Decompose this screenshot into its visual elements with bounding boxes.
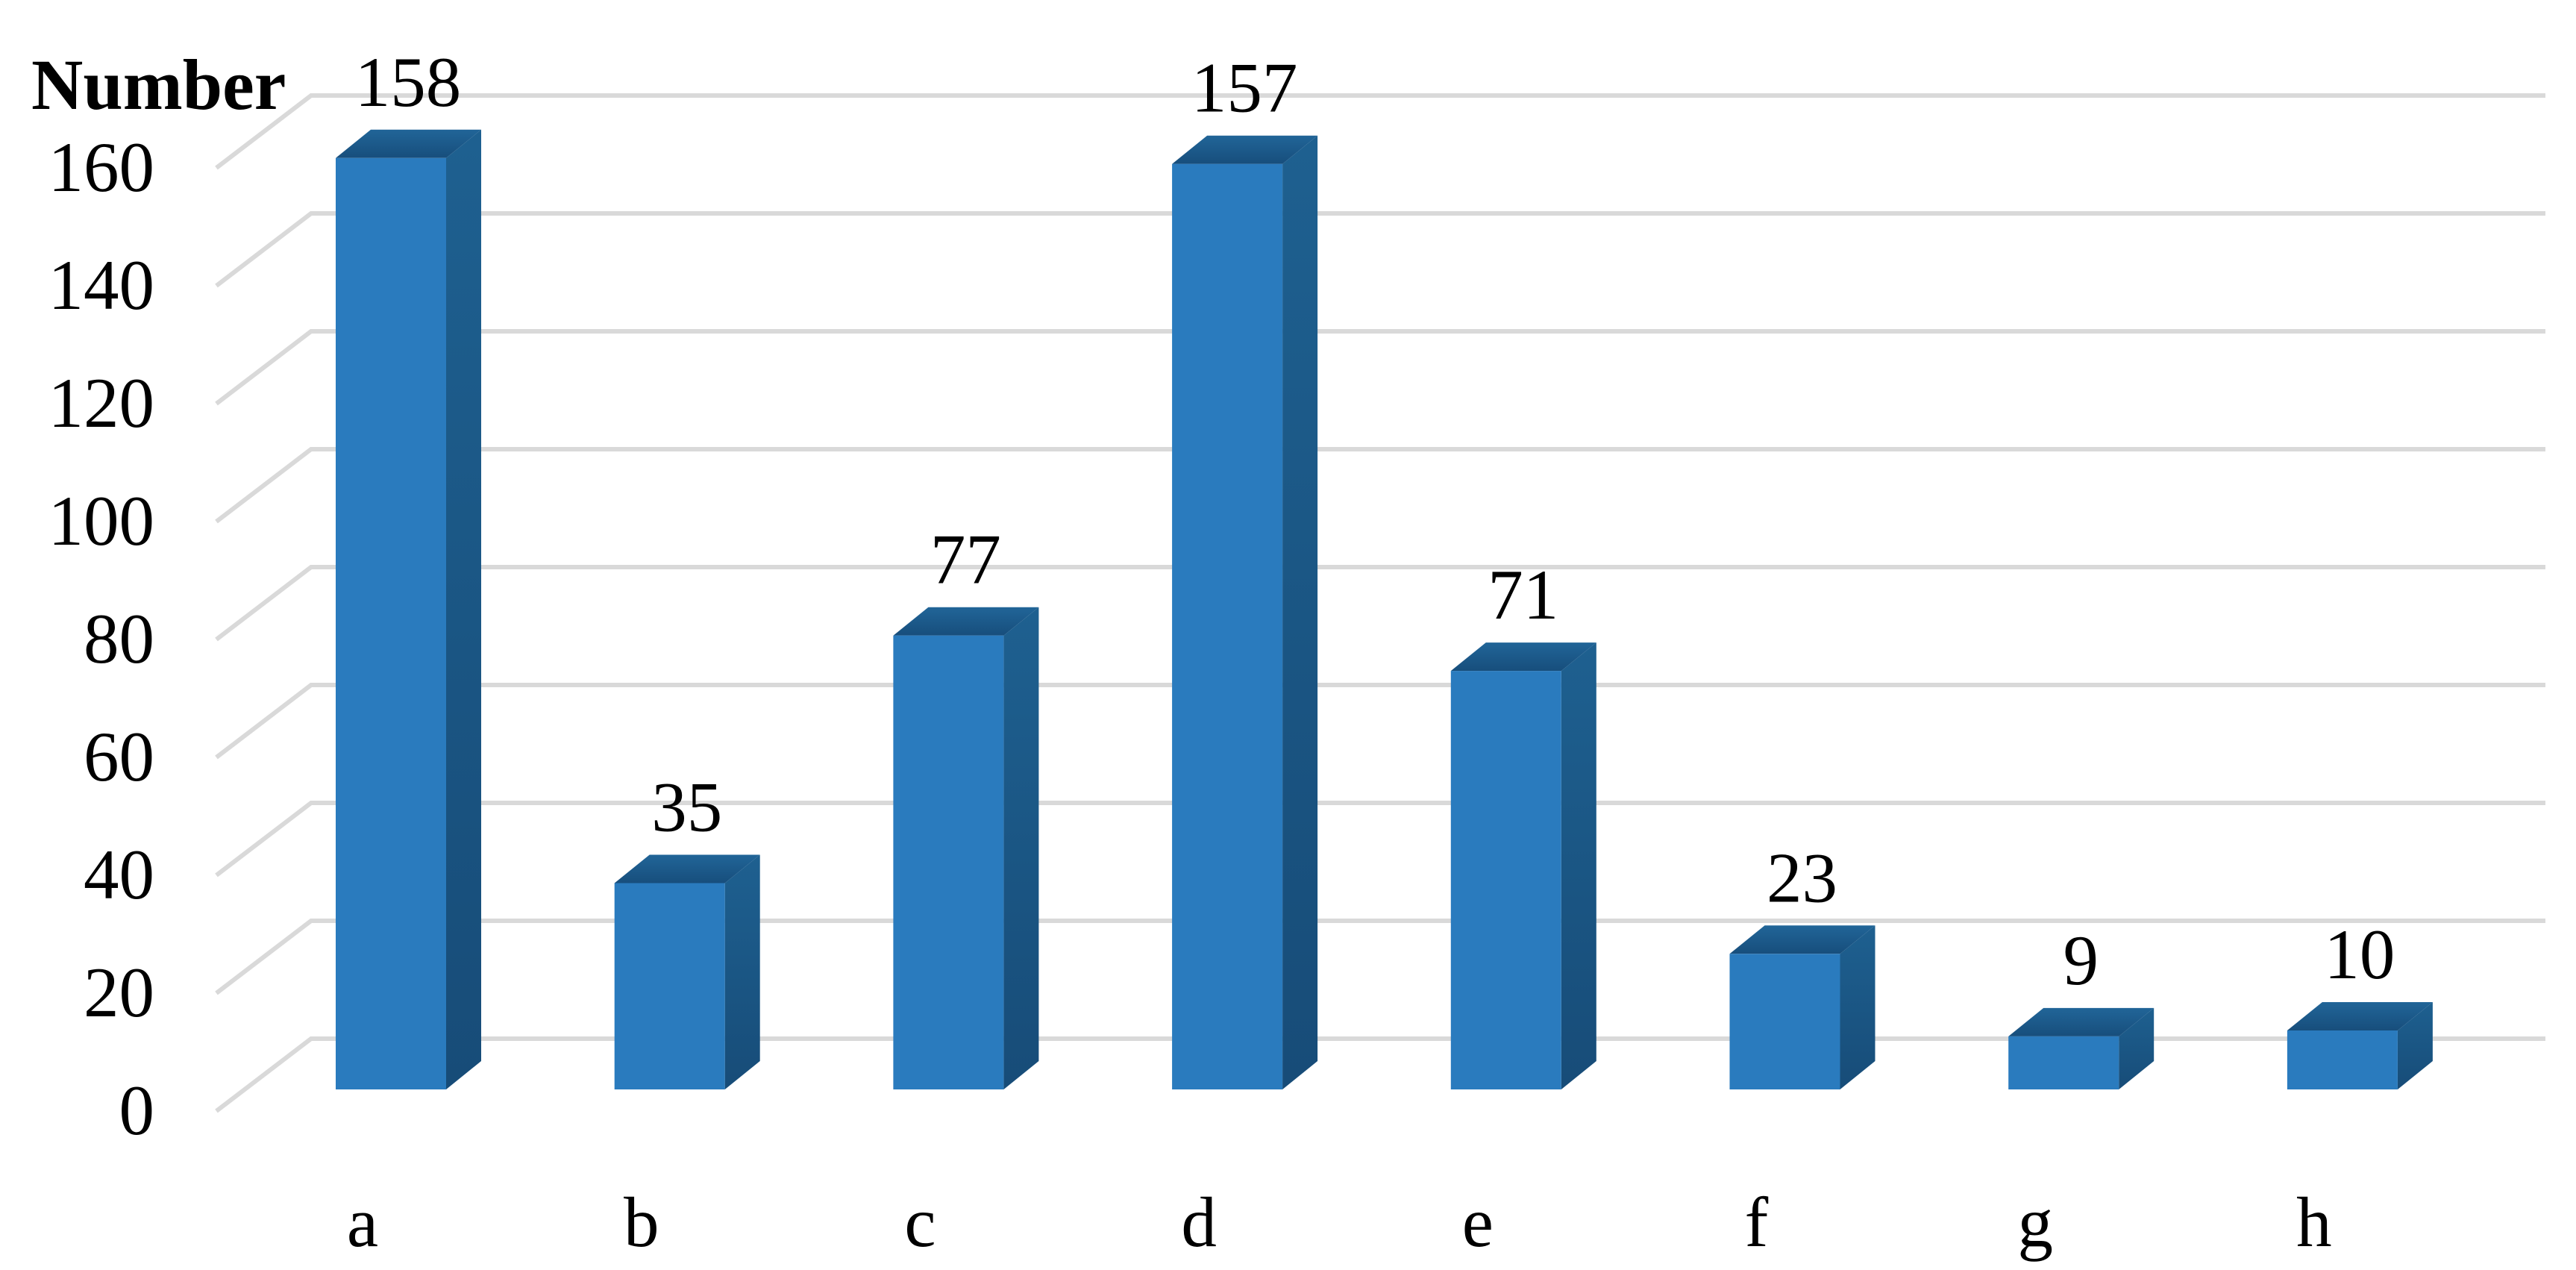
value-label-c: 77 [930, 520, 1001, 599]
value-label-b: 35 [651, 768, 722, 847]
bar-a [336, 129, 481, 1089]
category-label-d: d [1181, 1183, 1217, 1262]
bar-side-face [446, 129, 481, 1089]
bar-g [2008, 1007, 2154, 1089]
bar-top-face [1450, 642, 1596, 672]
gridline-60 [215, 683, 2545, 760]
bar-side-face [724, 854, 760, 1089]
y-tick-label-0: 0 [119, 1071, 155, 1150]
bar-front-face [1172, 163, 1283, 1090]
bar-top-face [1172, 135, 1318, 164]
bar-front-face [2287, 1030, 2398, 1089]
category-label-f: f [1745, 1183, 1769, 1262]
bar-top-face [2287, 1002, 2433, 1030]
gridline-140 [215, 211, 2545, 288]
y-tick-label-40: 40 [84, 835, 154, 914]
gridline-40 [215, 801, 2545, 878]
value-label-a: 158 [355, 43, 462, 122]
category-label-b: b [624, 1183, 659, 1262]
gridlines [215, 93, 2545, 1113]
bar-side-face [1282, 135, 1318, 1090]
category-label-g: g [2017, 1183, 2053, 1262]
bar-d [1172, 135, 1318, 1090]
y-tick-label-100: 100 [48, 481, 155, 560]
y-tick-label-60: 60 [84, 717, 154, 796]
y-axis-title: Number [31, 45, 286, 125]
bar-side-face [1003, 607, 1039, 1089]
bar-e [1450, 642, 1596, 1089]
bar-top-face [1729, 925, 1875, 954]
category-label-a: a [347, 1183, 378, 1262]
bar-front-face [2008, 1036, 2119, 1089]
gridline-0 [215, 1036, 2545, 1113]
bar-front-face [336, 157, 446, 1089]
gridline-160 [215, 93, 2545, 170]
category-label-c: c [904, 1183, 936, 1262]
bar-c [893, 607, 1039, 1089]
bar-side-face [1561, 642, 1596, 1089]
gridline-80 [215, 565, 2545, 642]
value-label-d: 157 [1191, 49, 1298, 128]
bar-side-face [1840, 925, 1875, 1089]
bar-side-face [2119, 1007, 2154, 1089]
y-tick-label-80: 80 [84, 599, 154, 678]
y-tick-label-120: 120 [48, 363, 155, 442]
category-label-e: e [1462, 1183, 1494, 1262]
bar-side-face [2397, 1002, 2433, 1089]
bar-top-face [614, 854, 760, 883]
bar-f [1729, 925, 1875, 1089]
bar-top-face [893, 607, 1039, 636]
bars [336, 129, 2433, 1090]
y-tick-label-160: 160 [48, 128, 155, 207]
bar-h [2287, 1002, 2433, 1089]
y-axis-tick-labels: 0 20 40 60 80 100 120 140 160 [48, 128, 155, 1150]
value-label-g: 9 [2063, 921, 2099, 1000]
y-tick-label-140: 140 [48, 245, 155, 325]
value-label-h: 10 [2324, 915, 2395, 994]
bar-front-face [614, 883, 725, 1089]
bar-top-face [336, 129, 481, 158]
bar-b [614, 854, 760, 1089]
value-label-f: 23 [1767, 838, 1837, 917]
bar-front-face [1729, 954, 1840, 1089]
bar-front-face [893, 635, 1004, 1089]
x-axis-category-labels: a b c d e f g h [347, 1183, 2332, 1262]
bar-front-face [1450, 671, 1561, 1089]
value-label-e: 71 [1488, 555, 1558, 634]
value-labels: 158 35 77 157 71 23 9 10 [355, 43, 2395, 1000]
bar-top-face [2008, 1007, 2154, 1036]
y-tick-label-20: 20 [84, 953, 154, 1032]
gridline-100 [215, 447, 2545, 524]
gridline-20 [215, 919, 2545, 995]
category-label-h: h [2296, 1183, 2332, 1262]
gridline-120 [215, 329, 2545, 406]
